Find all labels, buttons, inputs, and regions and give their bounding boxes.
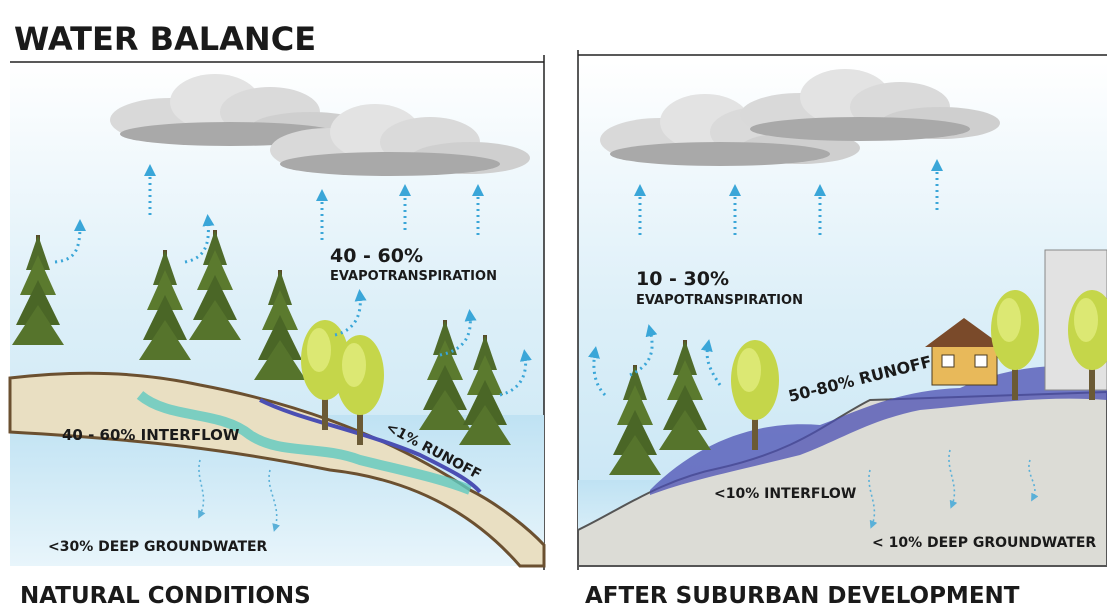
illustration: WATER BALANCE 40 - 60% EVAPOTRANSPIRATIO…: [0, 0, 1107, 609]
natural-panel: 40 - 60% EVAPOTRANSPIRATION 40 - 60% INT…: [10, 55, 544, 609]
evapotranspiration-label: EVAPOTRANSPIRATION: [330, 269, 497, 284]
interflow-label: <10% INTERFLOW: [714, 486, 856, 502]
evapotranspiration-label: EVAPOTRANSPIRATION: [636, 293, 803, 308]
evapotranspiration-percent: 10 - 30%: [636, 268, 729, 290]
panel-caption: NATURAL CONDITIONS: [20, 583, 311, 609]
developed-panel: 10 - 30% EVAPOTRANSPIRATION 50-80% RUNOF…: [578, 50, 1107, 609]
groundwater-label: < 10% DEEP GROUNDWATER: [872, 535, 1096, 551]
evapotranspiration-percent: 40 - 60%: [330, 245, 423, 267]
groundwater-label: <30% DEEP GROUNDWATER: [48, 539, 268, 555]
page: {"header": {"title": "WATER BALANCE"}, "…: [0, 0, 1107, 609]
interflow-label: 40 - 60% INTERFLOW: [62, 426, 240, 444]
panel-caption: AFTER SUBURBAN DEVELOPMENT: [585, 583, 1020, 609]
title: WATER BALANCE: [14, 20, 316, 58]
